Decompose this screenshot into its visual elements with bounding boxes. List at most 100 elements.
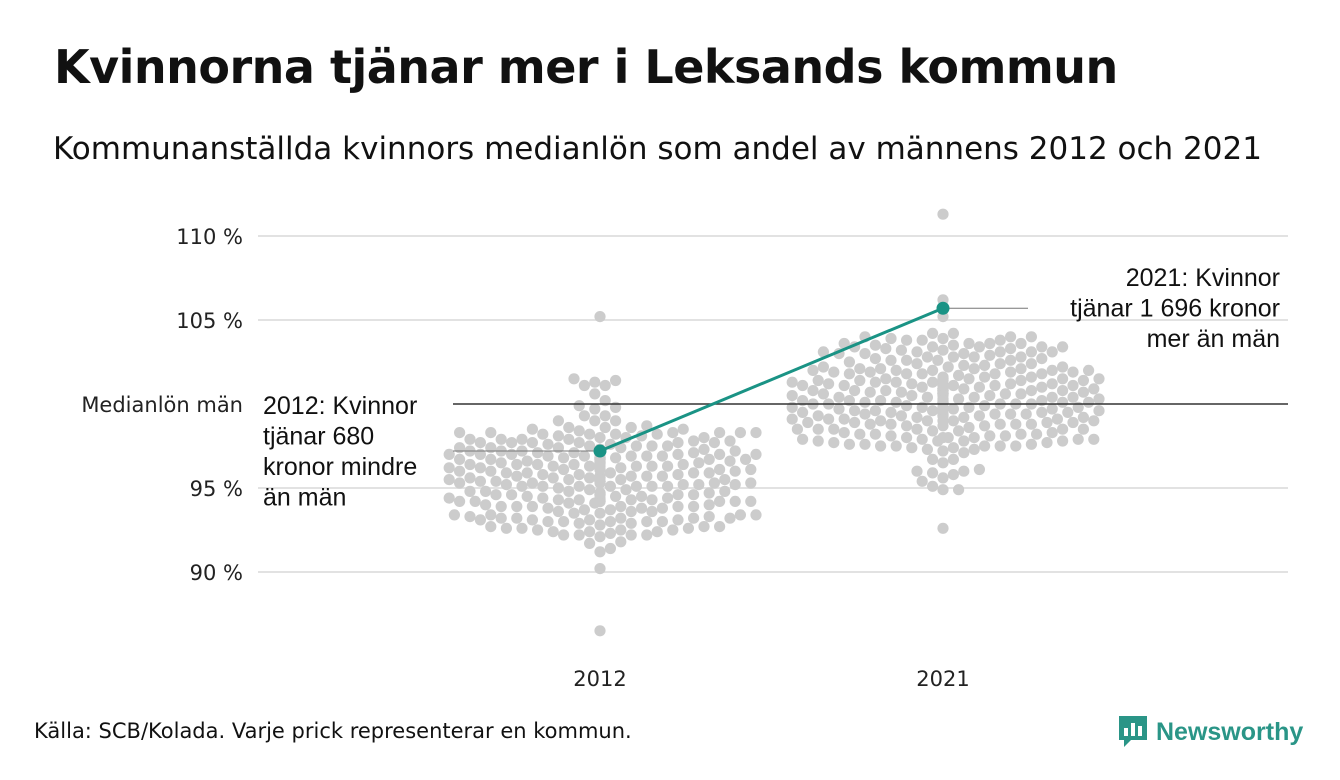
municipality-dot — [979, 371, 991, 383]
municipality-dot — [947, 469, 960, 481]
municipality-dot — [994, 358, 1006, 370]
municipality-dot — [516, 480, 528, 492]
municipality-dot — [1062, 406, 1074, 418]
municipality-dot — [480, 485, 492, 497]
municipality-dot — [610, 428, 622, 440]
municipality-dot — [973, 463, 986, 476]
municipality-dot — [610, 490, 622, 502]
annotations: 2012: Kvinnor tjänar 680 kronor mindre än m… — [263, 264, 1280, 512]
municipality-dot — [911, 465, 923, 477]
municipality-dot — [864, 386, 876, 398]
municipality-dot — [636, 490, 648, 502]
municipality-dot — [552, 482, 565, 494]
municipality-dot — [677, 479, 689, 491]
municipality-dot — [688, 500, 700, 513]
municipality-dot — [464, 433, 476, 445]
municipality-dot — [532, 524, 544, 536]
municipality-dot — [979, 420, 991, 432]
municipality-dot — [1046, 403, 1058, 415]
municipality-dot — [526, 423, 539, 435]
municipality-dot — [698, 432, 710, 444]
municipality-dot — [500, 479, 512, 491]
municipality-dot — [937, 472, 949, 484]
municipality-dot — [859, 408, 871, 420]
municipality-dot — [474, 448, 486, 460]
municipality-dot — [568, 373, 580, 385]
municipality-dot — [662, 480, 674, 492]
municipality-dot — [719, 474, 731, 486]
municipality-dot — [958, 465, 970, 477]
municipality-dot — [693, 457, 705, 469]
municipality-dot — [578, 504, 591, 516]
municipality-dot — [849, 405, 861, 417]
municipality-dot — [662, 492, 674, 504]
municipality-dot — [901, 354, 913, 366]
newsworthy-logo: Newsworthy — [1117, 712, 1303, 752]
municipality-dot — [1067, 366, 1079, 378]
municipality-dot — [1025, 418, 1037, 430]
municipality-dot — [994, 418, 1006, 430]
municipality-dot — [927, 480, 939, 492]
municipality-dot — [937, 522, 949, 534]
municipality-dot — [869, 428, 882, 440]
municipality-dot — [1031, 428, 1043, 440]
municipality-dot — [599, 410, 611, 422]
reference-line-label: Medianlön män — [81, 393, 243, 417]
municipality-dot — [454, 442, 466, 454]
municipality-dot — [443, 474, 455, 486]
municipality-dot — [724, 435, 736, 447]
municipality-dot — [953, 393, 965, 405]
municipality-dot — [672, 437, 684, 449]
municipality-dot — [656, 450, 669, 462]
municipality-dot — [558, 463, 570, 476]
municipality-dot — [812, 435, 824, 447]
municipality-dot — [786, 390, 798, 402]
municipality-dot — [885, 354, 897, 366]
municipality-dot — [1077, 411, 1089, 423]
municipality-dot — [817, 361, 830, 373]
municipality-dot — [1057, 341, 1069, 353]
municipality-dot — [677, 458, 689, 471]
municipality-dot — [636, 502, 648, 514]
municipality-dot — [594, 507, 606, 519]
municipality-dot — [1051, 413, 1063, 425]
municipality-dot — [604, 527, 617, 540]
municipality-dot — [1015, 374, 1027, 387]
municipality-dot — [469, 495, 481, 507]
municipality-dot — [594, 519, 606, 531]
x-tick-label: 2021 — [916, 667, 969, 691]
municipality-dot — [630, 460, 643, 472]
municipality-dot — [620, 484, 632, 496]
municipality-dot — [651, 428, 663, 440]
municipality-dot — [667, 524, 679, 536]
municipality-dot — [927, 327, 939, 339]
municipality-dot — [625, 494, 637, 506]
municipality-dot — [682, 522, 695, 534]
municipality-dot — [688, 489, 700, 501]
municipality-dot — [1072, 433, 1084, 445]
municipality-dot — [724, 512, 736, 524]
municipality-dot — [797, 379, 809, 392]
municipality-dot — [703, 467, 715, 479]
municipality-dot — [890, 440, 902, 452]
municipality-dot — [703, 487, 715, 499]
leksand-highlight — [453, 301, 1288, 458]
municipality-dot — [838, 379, 850, 392]
municipality-dot — [1015, 363, 1027, 375]
municipality-dot — [615, 462, 627, 474]
municipality-dot — [1015, 388, 1027, 400]
municipality-dot — [511, 512, 523, 524]
municipality-dot — [843, 438, 856, 450]
municipality-dot — [537, 469, 549, 481]
municipality-dot — [1093, 373, 1105, 385]
municipality-dot — [563, 474, 575, 486]
municipality-dot — [485, 442, 497, 454]
municipality-dot — [1046, 391, 1058, 403]
municipality-dot — [615, 536, 627, 548]
municipality-dot — [568, 458, 580, 471]
municipality-dot — [573, 469, 585, 481]
municipality-dot — [610, 452, 622, 464]
chart-subtitle: Kommunanställda kvinnors medianlön som a… — [53, 131, 1262, 167]
municipality-dot — [895, 410, 908, 422]
municipality-dot — [937, 484, 949, 496]
